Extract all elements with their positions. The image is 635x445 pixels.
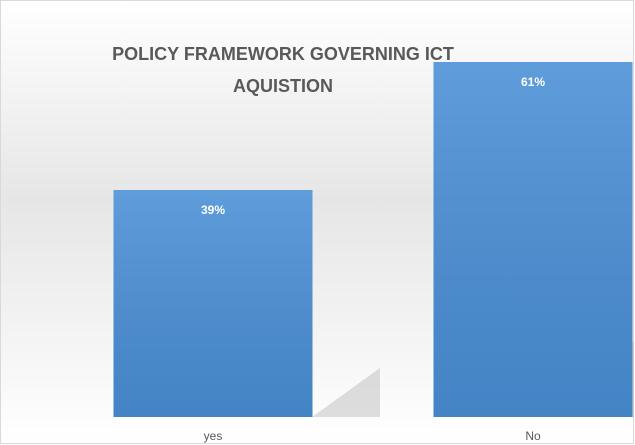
x-tick-label: No — [525, 429, 541, 443]
data-label: 61% — [521, 75, 545, 89]
bar-shadow — [312, 368, 380, 417]
bar-shade — [433, 61, 633, 417]
plot: 39% yes 61% No — [113, 61, 633, 443]
bar-shade — [113, 190, 313, 417]
chart-title: POLICY FRAMEWORK GOVERNING ICT AQUISTION — [112, 44, 454, 96]
x-tick-label: yes — [204, 429, 223, 443]
data-label: 39% — [201, 203, 225, 217]
